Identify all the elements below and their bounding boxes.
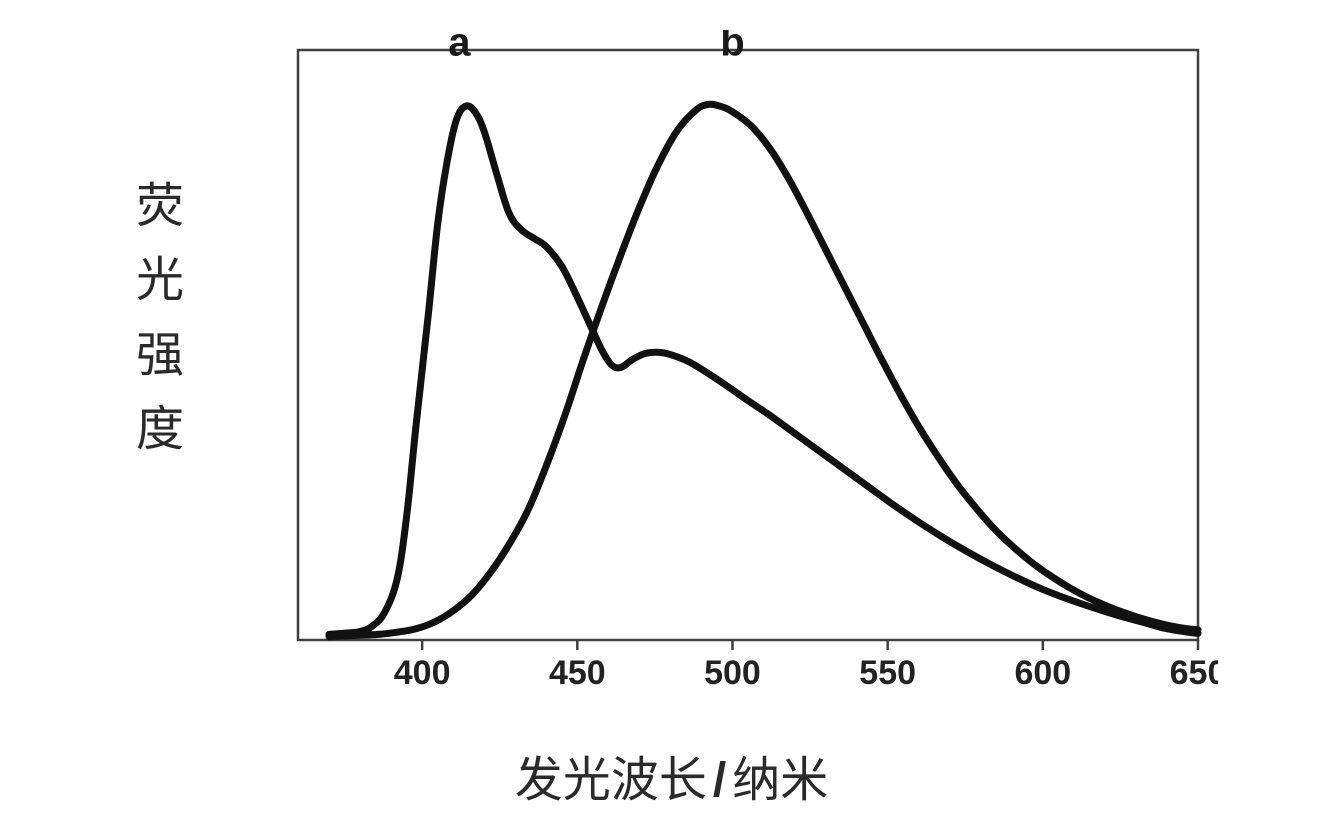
xlabel-char: 发 bbox=[515, 754, 563, 807]
plot-area bbox=[298, 50, 1198, 640]
x-axis-ticks: 400 450 500 550 600 650 bbox=[394, 640, 1218, 692]
ylabel-char: 度 bbox=[130, 393, 190, 467]
series-label-a: a bbox=[448, 30, 471, 65]
x-axis-label: 发光波长/纳米 bbox=[0, 740, 1343, 810]
xlabel-slash: / bbox=[707, 754, 732, 807]
x-tick-label: 400 bbox=[394, 654, 451, 692]
figure-stage: 荧 光 强 度 400450500550600650 ab 发光波长/纳米 bbox=[0, 0, 1343, 833]
x-tick-label: 650 bbox=[1170, 654, 1218, 692]
chart-container: 400 450 500 550 600 650 a b bbox=[218, 30, 1218, 710]
plot-background bbox=[298, 50, 1198, 640]
series-label-b: b bbox=[720, 30, 744, 65]
y-axis-label: 荧 光 强 度 bbox=[130, 170, 190, 468]
x-tick-label: 500 bbox=[704, 654, 761, 692]
x-tick-label: 450 bbox=[549, 654, 606, 692]
xlabel-char: 波 bbox=[611, 754, 659, 807]
xlabel-char: 光 bbox=[563, 754, 611, 807]
x-tick-label: 600 bbox=[1014, 654, 1071, 692]
xlabel-char: 长 bbox=[659, 754, 707, 807]
xlabel-char: 米 bbox=[780, 754, 828, 807]
ylabel-char: 光 bbox=[130, 244, 190, 318]
ylabel-char: 强 bbox=[130, 319, 190, 393]
xlabel-char: 纳 bbox=[732, 754, 780, 807]
ylabel-char: 荧 bbox=[130, 170, 190, 244]
spectrum-chart: 400 450 500 550 600 650 a b bbox=[218, 30, 1218, 710]
x-tick-label: 550 bbox=[859, 654, 916, 692]
